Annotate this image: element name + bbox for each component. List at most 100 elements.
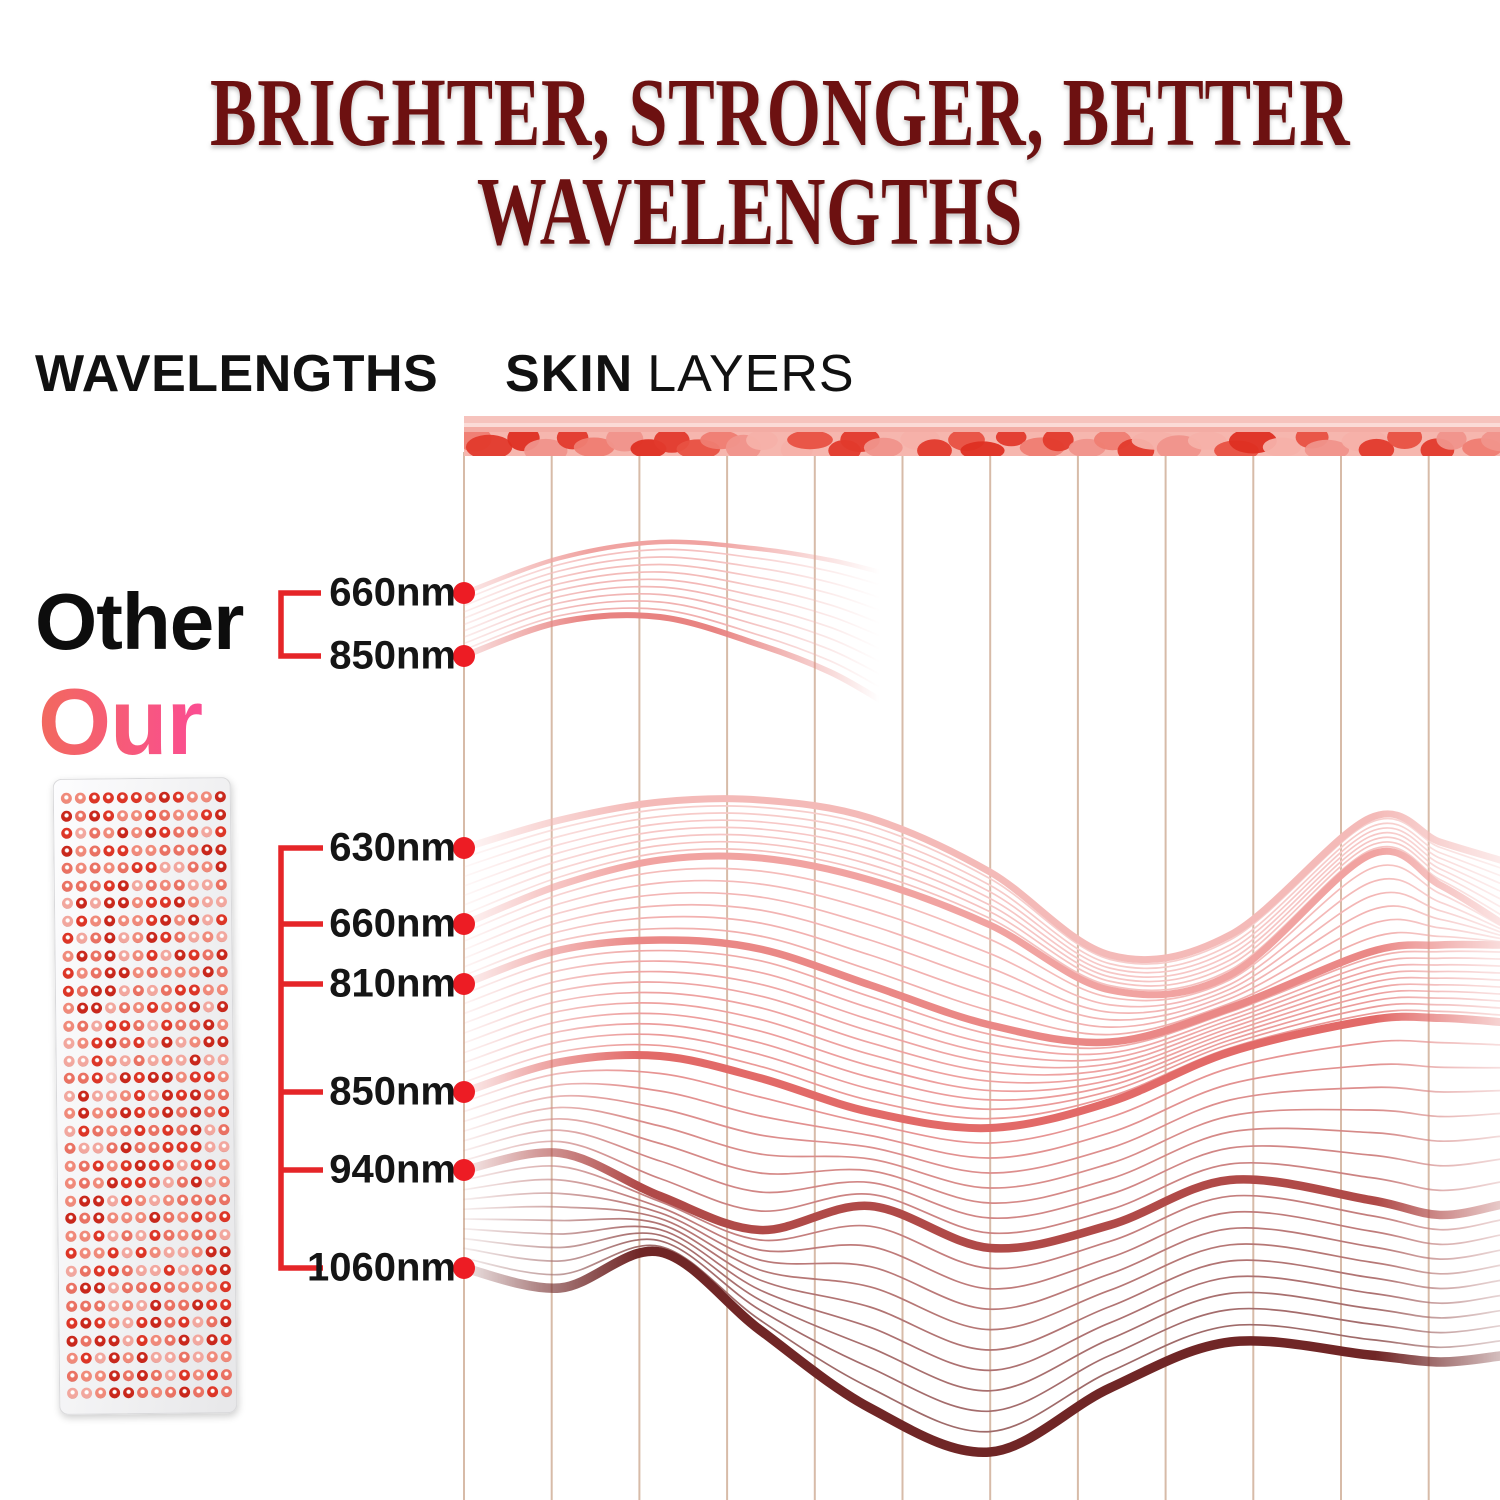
led-dot	[174, 966, 186, 978]
led-dot	[118, 967, 130, 979]
led-dot	[161, 1071, 173, 1083]
led-dot	[192, 1298, 204, 1311]
led-dot	[62, 932, 74, 944]
wavelength-thin-line	[463, 976, 1500, 1076]
led-dot	[162, 1176, 174, 1188]
led-dot	[160, 966, 172, 978]
led-dot	[65, 1230, 77, 1242]
led-dot	[77, 1020, 89, 1032]
led-dot	[145, 896, 158, 908]
led-dot	[145, 844, 157, 856]
led-dot	[205, 1193, 217, 1205]
led-dot	[161, 1001, 173, 1013]
led-dot	[204, 1141, 216, 1153]
led-dot	[61, 845, 73, 857]
led-dot	[89, 862, 101, 874]
led-dot	[218, 1106, 230, 1118]
wavelength-thin-line	[463, 1205, 1500, 1331]
led-dot	[192, 1333, 204, 1346]
led-dot	[191, 1228, 203, 1241]
led-dot	[220, 1333, 232, 1345]
led-dot	[164, 1299, 176, 1311]
wavelength-thin-line	[463, 927, 1500, 1036]
led-dot	[119, 1072, 131, 1084]
wavelength-thin-line	[463, 983, 1500, 1084]
led-dot	[108, 1334, 120, 1346]
led-dot	[173, 826, 185, 838]
led-dot	[147, 1001, 159, 1013]
led-dot	[103, 809, 115, 821]
layers-label: LAYERS	[647, 345, 855, 403]
led-dot	[106, 1177, 118, 1189]
wavelength-thin-line	[463, 571, 881, 625]
led-dot	[161, 1019, 173, 1031]
wavelength-thin-line	[463, 1002, 1500, 1111]
led-dot	[175, 1054, 187, 1066]
led-dot	[219, 1193, 231, 1205]
led-dot	[123, 1387, 135, 1399]
led-dot	[90, 949, 102, 962]
led-dot	[202, 913, 214, 925]
led-dot	[160, 931, 172, 943]
led-dot	[217, 1018, 229, 1030]
led-dot	[75, 810, 87, 822]
led-dot	[150, 1316, 162, 1328]
led-dot	[203, 1001, 215, 1013]
led-dot	[134, 1124, 146, 1136]
depth-dot-630nm	[453, 837, 475, 859]
led-dot	[61, 880, 73, 892]
led-dot	[64, 1125, 76, 1137]
led-dot	[148, 1159, 160, 1171]
led-dot	[147, 1019, 159, 1031]
led-dot	[62, 915, 74, 927]
led-dot	[61, 827, 73, 839]
led-dot	[135, 1229, 147, 1241]
led-dot	[63, 1055, 75, 1067]
led-dot	[79, 1247, 91, 1259]
led-dot	[121, 1194, 133, 1206]
led-dot	[146, 914, 158, 926]
led-dot	[188, 966, 200, 978]
led-dot	[163, 1281, 176, 1293]
led-dot	[133, 1002, 145, 1014]
led-dot	[149, 1246, 161, 1258]
led-dot	[162, 1106, 174, 1118]
led-dot	[80, 1370, 92, 1382]
led-dot	[220, 1351, 232, 1363]
led-dot	[206, 1351, 218, 1363]
led-dot	[122, 1334, 134, 1346]
led-dot	[65, 1212, 77, 1224]
led-dot	[177, 1229, 189, 1241]
led-dot	[122, 1352, 134, 1364]
wavelength-thin-line	[463, 989, 1500, 1093]
wavelength-thin-line	[463, 877, 1500, 1008]
led-dot	[188, 913, 200, 926]
led-dot	[106, 1142, 118, 1154]
led-dot	[90, 967, 102, 979]
led-dot	[191, 1246, 203, 1258]
led-dot	[117, 879, 129, 891]
led-dot	[173, 896, 186, 908]
wavelength-label-850nm: 850nm	[329, 633, 456, 678]
led-dot	[186, 791, 198, 803]
led-dot	[176, 1124, 188, 1136]
wavelength-line-850nm	[460, 1012, 1500, 1133]
wavelength-label-940nm: 940nm	[329, 1147, 456, 1192]
led-dot	[145, 826, 157, 838]
led-dot	[130, 792, 142, 804]
led-dot	[201, 843, 213, 855]
led-dot	[219, 1211, 231, 1223]
led-dot	[160, 984, 172, 996]
led-dot	[93, 1264, 105, 1277]
wavelength-thin-line	[463, 1063, 1500, 1159]
led-dot	[78, 1125, 90, 1137]
led-dot	[76, 950, 88, 962]
led-dot	[120, 1142, 132, 1154]
led-dot	[205, 1246, 217, 1258]
led-dot	[200, 791, 212, 803]
led-dot	[131, 809, 143, 821]
led-dot	[159, 896, 172, 908]
led-dot	[76, 985, 88, 997]
led-dot	[80, 1335, 92, 1347]
led-dot	[135, 1211, 147, 1224]
